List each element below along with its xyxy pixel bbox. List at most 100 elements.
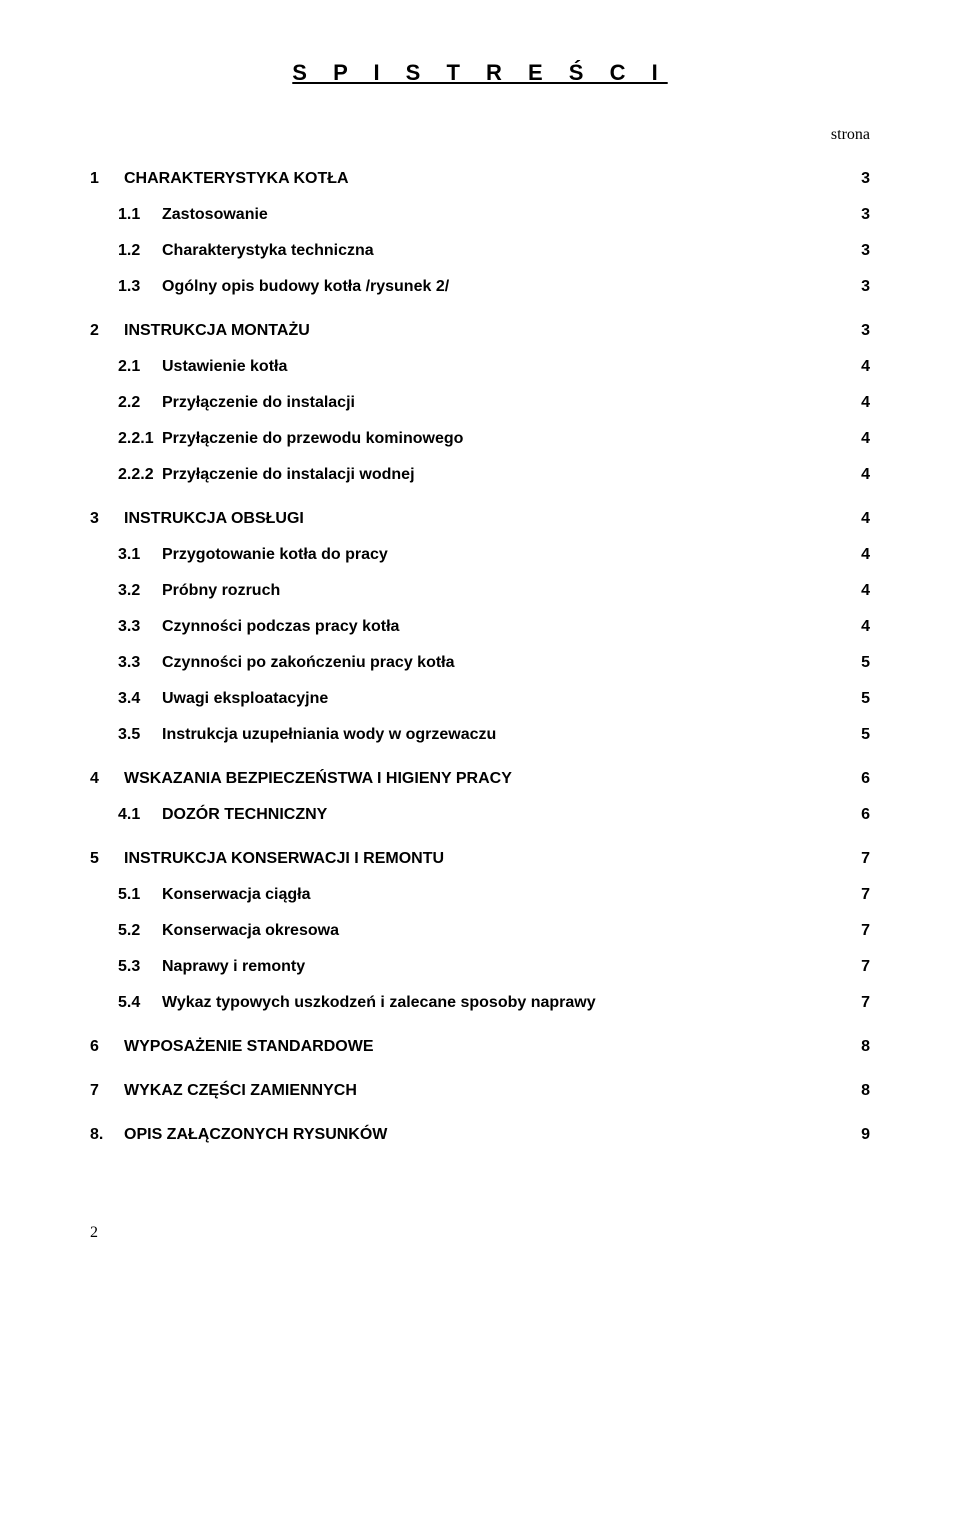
toc-entry: 5INSTRUKCJA KONSERWACJI I REMONTU7 — [90, 850, 870, 868]
toc-entry-label: Przyłączenie do instalacji wodnej — [162, 466, 415, 484]
toc-entry: 5.2 Konserwacja okresowa7 — [90, 922, 870, 940]
toc-entry-label: OPIS ZAŁĄCZONYCH RYSUNKÓW — [124, 1126, 387, 1144]
toc-entry-number: 2.2.2 — [118, 466, 162, 484]
toc-entry-label: Czynności podczas pracy kotła — [162, 618, 399, 636]
toc-entry-page: 5 — [861, 654, 870, 672]
toc-entry: 3.3Czynności po zakończeniu pracy kotła5 — [90, 654, 870, 672]
toc-entry-page: 4 — [861, 430, 870, 448]
toc-entry-page: 4 — [861, 618, 870, 636]
toc-entry-label: Konserwacja okresowa — [162, 922, 339, 940]
toc-entry-number: 3.2 — [118, 582, 162, 600]
toc-entry: 2.2.2Przyłączenie do instalacji wodnej 4 — [90, 466, 870, 484]
toc-entry: 7WYKAZ CZĘŚCI ZAMIENNYCH 8 — [90, 1082, 870, 1100]
toc-entry-page: 8 — [861, 1082, 870, 1100]
toc-entry-label: Zastosowanie — [162, 206, 268, 224]
toc-entry-label: Próbny rozruch — [162, 582, 280, 600]
page-number: 2 — [90, 1224, 870, 1242]
toc-entry-number: 2.2 — [118, 394, 162, 412]
toc-entry-label: Przygotowanie kotła do pracy — [162, 546, 388, 564]
toc-entry-number: 4 — [90, 770, 124, 788]
toc-entry-number: 4.1 — [118, 806, 162, 824]
toc-entry: 8.OPIS ZAŁĄCZONYCH RYSUNKÓW 9 — [90, 1126, 870, 1144]
toc-entry-number: 5.3 — [118, 958, 162, 976]
toc-entry-page: 7 — [861, 886, 870, 904]
toc-entry-number: 3.5 — [118, 726, 162, 744]
toc-entry: 5.3Naprawy i remonty 7 — [90, 958, 870, 976]
toc-entry-number: 5 — [90, 850, 124, 868]
toc-entry-page: 3 — [861, 170, 870, 188]
toc-entry-label: Ogólny opis budowy kotła /rysunek 2/ — [162, 278, 449, 296]
toc-entry-number: 2 — [90, 322, 124, 340]
toc-entry: 1.1Zastosowanie 3 — [90, 206, 870, 224]
toc-entry: 3INSTRUKCJA OBSŁUGI 4 — [90, 510, 870, 528]
toc-entry-label: Przyłączenie do przewodu kominowego — [162, 430, 463, 448]
toc-entry-page: 6 — [861, 806, 870, 824]
toc-entry-page: 4 — [861, 546, 870, 564]
toc-entry-page: 7 — [861, 958, 870, 976]
document-title: S P I S T R E Ś C I — [90, 60, 870, 86]
toc-entry-label: CHARAKTERYSTYKA KOTŁA — [124, 170, 349, 188]
toc-entry-page: 5 — [861, 690, 870, 708]
toc-entry-number: 1.2 — [118, 242, 162, 260]
toc-entry-label: Konserwacja ciągła — [162, 886, 311, 904]
toc-entry: 3.1Przygotowanie kotła do pracy 4 — [90, 546, 870, 564]
toc-entry-number: 1.3 — [118, 278, 162, 296]
toc-entry-page: 8 — [861, 1038, 870, 1056]
strona-label: strona — [90, 126, 870, 144]
toc-entry-number: 1.1 — [118, 206, 162, 224]
toc-entry: 5.1Konserwacja ciągła 7 — [90, 886, 870, 904]
toc-entry-number: 3 — [90, 510, 124, 528]
toc-entry-page: 3 — [861, 278, 870, 296]
toc-entry-number: 8. — [90, 1126, 124, 1144]
toc-entry-label: Instrukcja uzupełniania wody w ogrzewacz… — [162, 726, 496, 744]
toc-entry-page: 4 — [861, 510, 870, 528]
toc-entry: 1.2Charakterystyka techniczna 3 — [90, 242, 870, 260]
toc-entry: 2.2.1Przyłączenie do przewodu kominowego… — [90, 430, 870, 448]
toc-entry-number: 2.1 — [118, 358, 162, 376]
toc-entry-page: 5 — [861, 726, 870, 744]
toc-entry-page: 4 — [861, 466, 870, 484]
toc-entry-page: 3 — [861, 242, 870, 260]
toc-entry-number: 2.2.1 — [118, 430, 162, 448]
toc-entry-label: Przyłączenie do instalacji — [162, 394, 355, 412]
toc-entry: 5.4Wykaz typowych uszkodzeń i zalecane s… — [90, 994, 870, 1012]
toc-entry-number: 5.4 — [118, 994, 162, 1012]
toc-entry-page: 7 — [861, 850, 870, 868]
toc-entry-number: 1 — [90, 170, 124, 188]
toc-entry-label: WYPOSAŻENIE STANDARDOWE — [124, 1038, 373, 1056]
toc-entry-number: 7 — [90, 1082, 124, 1100]
toc-entry-page: 4 — [861, 358, 870, 376]
toc-entry: 2.1Ustawienie kotła4 — [90, 358, 870, 376]
toc-entry-page: 3 — [861, 322, 870, 340]
toc-entry-page: 4 — [861, 582, 870, 600]
toc-entry-number: 6 — [90, 1038, 124, 1056]
toc-entry: 6WYPOSAŻENIE STANDARDOWE 8 — [90, 1038, 870, 1056]
toc-entry-number: 3.3 — [118, 618, 162, 636]
toc-entry-label: Charakterystyka techniczna — [162, 242, 374, 260]
toc-entry-label: INSTRUKCJA OBSŁUGI — [124, 510, 304, 528]
toc-entry-page: 3 — [861, 206, 870, 224]
toc-entry: 2.2 Przyłączenie do instalacji4 — [90, 394, 870, 412]
toc-entry: 3.2Próbny rozruch 4 — [90, 582, 870, 600]
toc-entry-page: 6 — [861, 770, 870, 788]
toc-entry: 2INSTRUKCJA MONTAŻU3 — [90, 322, 870, 340]
toc-entry-label: WSKAZANIA BEZPIECZEŃSTWA I HIGIENY PRACY — [124, 770, 512, 788]
toc-entry: 4WSKAZANIA BEZPIECZEŃSTWA I HIGIENY PRAC… — [90, 770, 870, 788]
toc-entry-number: 3.1 — [118, 546, 162, 564]
toc-entry-label: WYKAZ CZĘŚCI ZAMIENNYCH — [124, 1082, 357, 1100]
toc-entry: 1CHARAKTERYSTYKA KOTŁA 3 — [90, 170, 870, 188]
toc-entry: 1.3Ogólny opis budowy kotła /rysunek 2/3 — [90, 278, 870, 296]
toc-entry-label: Czynności po zakończeniu pracy kotła — [162, 654, 455, 672]
toc-entry-page: 9 — [861, 1126, 870, 1144]
toc-entry-label: Naprawy i remonty — [162, 958, 305, 976]
toc-entry: 3.3Czynności podczas pracy kotła 4 — [90, 618, 870, 636]
toc-entry-label: Uwagi eksploatacyjne — [162, 690, 328, 708]
toc-entry-label: Wykaz typowych uszkodzeń i zalecane spos… — [162, 994, 596, 1012]
toc-entry: 4.1DOZÓR TECHNICZNY6 — [90, 806, 870, 824]
toc-entry-number: 3.4 — [118, 690, 162, 708]
toc-entry: 3.5Instrukcja uzupełniania wody w ogrzew… — [90, 726, 870, 744]
toc-entry: 3.4Uwagi eksploatacyjne 5 — [90, 690, 870, 708]
toc-entry-page: 7 — [861, 922, 870, 940]
toc-entry-number: 5.1 — [118, 886, 162, 904]
table-of-contents: 1CHARAKTERYSTYKA KOTŁA31.1Zastosowanie31… — [90, 170, 870, 1144]
